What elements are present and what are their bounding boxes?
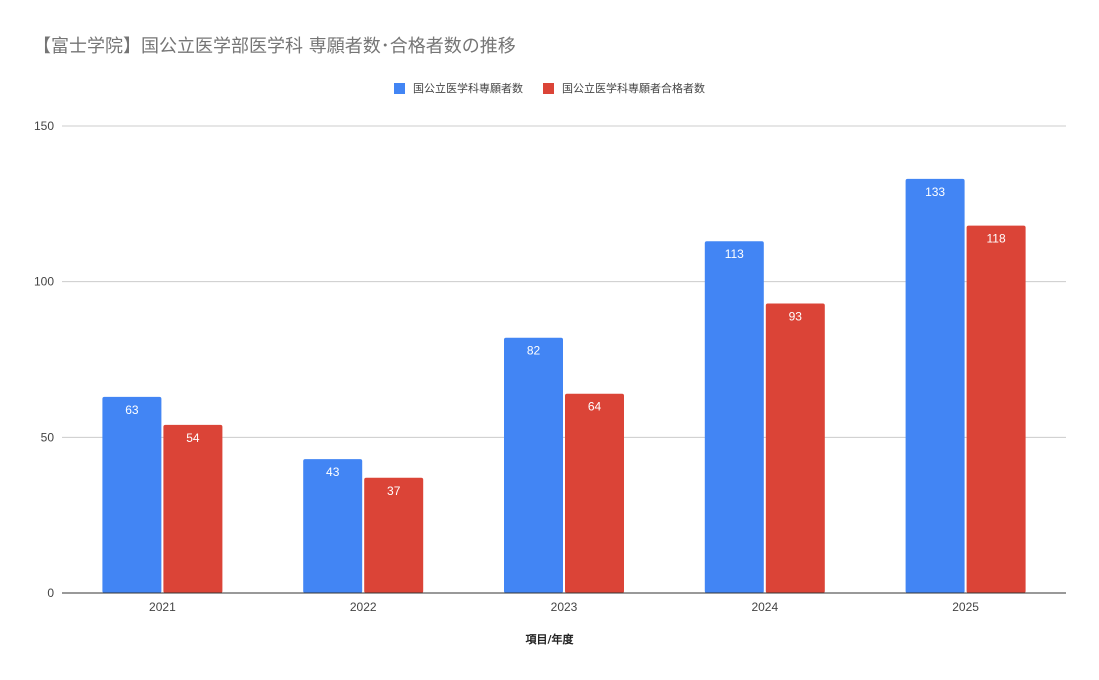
data-label: 43: [326, 465, 340, 479]
y-tick-label: 50: [41, 430, 55, 444]
legend-item-applicants[interactable]: 国公立医学科専願者数: [394, 80, 523, 96]
bar: [704, 241, 764, 593]
data-label: 64: [588, 400, 602, 414]
chart-title: 【富士学院】国公立医学部医学科 専願者数･合格者数の推移: [33, 36, 516, 57]
x-axis-title: 項目/年度: [525, 633, 574, 646]
y-tick-label: 150: [34, 119, 54, 133]
legend-swatch-applicants: [394, 82, 405, 94]
y-tick-label: 0: [47, 586, 54, 600]
bar: [905, 178, 965, 593]
bar: [504, 337, 563, 593]
bar: [966, 225, 1026, 594]
bar: [303, 459, 363, 593]
bar: [364, 477, 424, 593]
legend: 国公立医学科専願者数 国公立医学科専願者合格者数: [0, 80, 1099, 96]
y-tick-label: 100: [34, 275, 54, 289]
data-label: 118: [987, 232, 1006, 246]
data-label: 113: [725, 247, 744, 261]
data-label: 93: [789, 309, 803, 323]
bar: [565, 393, 624, 593]
x-tick-label: 2023: [551, 600, 578, 614]
x-tick-label: 2022: [350, 600, 377, 614]
x-tick-label: 2024: [751, 600, 778, 614]
bar: [102, 396, 162, 593]
legend-swatch-passers: [543, 82, 554, 94]
data-label: 37: [387, 484, 401, 498]
legend-label-applicants: 国公立医学科専願者数: [413, 82, 523, 95]
data-label: 54: [186, 431, 200, 445]
bar: [765, 303, 825, 593]
legend-label-passers: 国公立医学科専願者合格者数: [562, 82, 705, 95]
data-label: 133: [925, 185, 945, 199]
data-label: 82: [527, 344, 541, 358]
x-tick-label: 2025: [952, 600, 979, 614]
legend-item-passers[interactable]: 国公立医学科専願者合格者数: [543, 80, 705, 96]
x-tick-label: 2021: [149, 600, 176, 614]
data-label: 63: [125, 403, 139, 417]
bar: [163, 424, 223, 593]
